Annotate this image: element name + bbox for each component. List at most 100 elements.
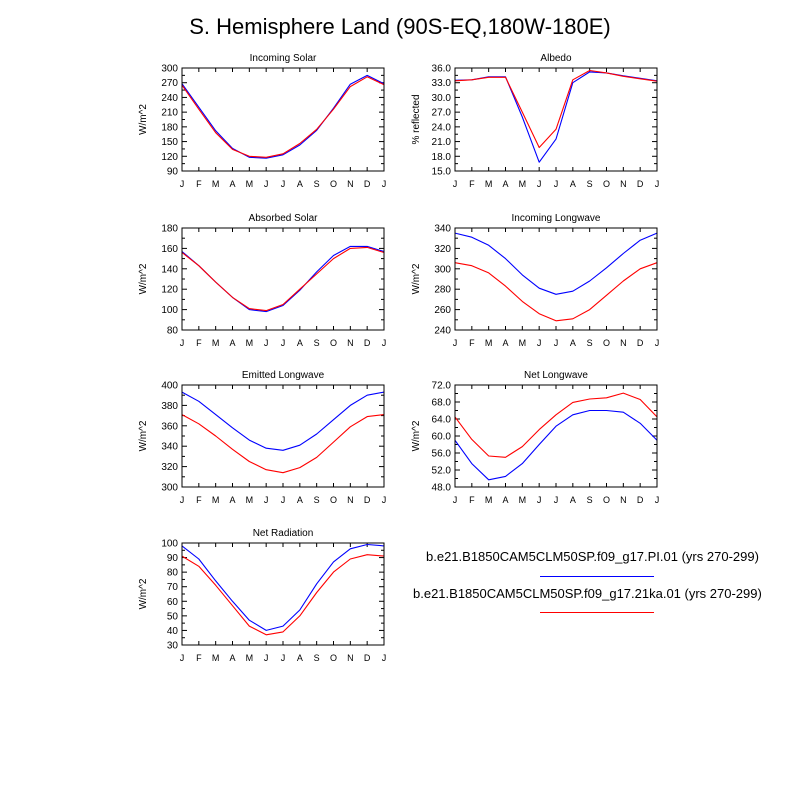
y-tick-label: 50 — [167, 611, 179, 622]
y-tick-label: 260 — [434, 305, 451, 316]
x-tick-label: J — [281, 179, 286, 189]
series-line-21ka — [454, 69, 658, 149]
y-axis-label: W/m^2 — [411, 420, 422, 451]
y-tick-label: 240 — [161, 93, 178, 104]
x-tick-label: A — [570, 338, 576, 348]
y-axis-label: % reflected — [411, 94, 422, 144]
y-axis-label: W/m^2 — [138, 104, 149, 135]
x-tick-label: A — [297, 495, 303, 505]
x-tick-label: M — [246, 653, 254, 663]
series-line-pi — [454, 409, 658, 481]
y-tick-label: 380 — [161, 401, 178, 412]
x-tick-label: M — [246, 179, 254, 189]
y-tick-label: 300 — [161, 483, 178, 494]
x-tick-label: A — [297, 179, 303, 189]
x-tick-label: J — [382, 179, 387, 189]
chart-title: Incoming Longwave — [512, 213, 601, 224]
y-axis-label: W/m^2 — [138, 578, 149, 609]
y-tick-label: 270 — [161, 78, 178, 89]
x-tick-label: D — [364, 495, 371, 505]
y-tick-label: 120 — [161, 285, 178, 296]
x-tick-label: M — [212, 495, 220, 505]
y-tick-label: 120 — [161, 152, 178, 163]
legend-line-pi — [540, 576, 654, 577]
x-tick-label: A — [502, 338, 508, 348]
y-tick-label: 340 — [161, 442, 178, 453]
y-tick-label: 300 — [161, 64, 178, 75]
y-tick-label: 340 — [434, 224, 451, 235]
y-axis-label: W/m^2 — [411, 263, 422, 294]
x-tick-label: M — [212, 179, 220, 189]
chart-title: Emitted Longwave — [242, 370, 325, 381]
x-tick-label: M — [212, 653, 220, 663]
x-tick-label: S — [314, 653, 320, 663]
y-tick-label: 80 — [167, 326, 179, 337]
y-tick-label: 70 — [167, 582, 179, 593]
x-tick-label: D — [637, 179, 644, 189]
x-tick-label: N — [620, 495, 627, 505]
y-tick-label: 48.0 — [432, 483, 452, 494]
x-tick-label: S — [314, 495, 320, 505]
x-tick-label: J — [537, 495, 542, 505]
x-tick-label: D — [637, 338, 644, 348]
x-tick-label: S — [314, 338, 320, 348]
series-line-21ka — [181, 554, 385, 636]
x-tick-label: J — [264, 653, 269, 663]
series-line-pi — [181, 391, 385, 451]
x-tick-label: A — [297, 338, 303, 348]
x-tick-label: J — [537, 338, 542, 348]
x-tick-label: N — [347, 338, 354, 348]
chart-panel-4: Incoming Longwave W/m^2 240 260 280 300 320 340… — [411, 213, 659, 348]
x-tick-label: J — [655, 179, 660, 189]
x-tick-label: J — [537, 179, 542, 189]
x-tick-label: S — [587, 179, 593, 189]
x-tick-label: J — [554, 179, 559, 189]
y-tick-label: 210 — [161, 108, 178, 119]
series-line-pi — [181, 74, 385, 159]
y-tick-label: 30.0 — [432, 93, 452, 104]
chart-title: Absorbed Solar — [249, 213, 319, 224]
series-line-21ka — [181, 76, 385, 158]
x-tick-label: O — [603, 179, 610, 189]
figure-title: S. Hemisphere Land (90S-EQ,180W-180E) — [189, 14, 611, 39]
y-tick-label: 300 — [434, 264, 451, 275]
y-tick-label: 24.0 — [432, 122, 452, 133]
legend-line-21ka — [540, 612, 654, 613]
x-tick-label: J — [453, 338, 458, 348]
x-tick-label: A — [502, 495, 508, 505]
y-tick-label: 52.0 — [432, 466, 452, 477]
x-tick-label: M — [485, 495, 493, 505]
y-tick-label: 280 — [434, 285, 451, 296]
y-tick-label: 60.0 — [432, 432, 452, 443]
x-tick-label: M — [519, 495, 527, 505]
plot-frame — [181, 542, 385, 646]
y-tick-label: 36.0 — [432, 64, 452, 75]
y-tick-label: 400 — [161, 381, 178, 392]
x-tick-label: J — [281, 653, 286, 663]
x-tick-label: J — [554, 495, 559, 505]
legend-label-pi: b.e21.B1850CAM5CLM50SP.f09_g17.PI.01 (yr… — [426, 549, 759, 564]
series-line-pi — [454, 232, 658, 295]
x-tick-label: J — [264, 338, 269, 348]
y-tick-label: 21.0 — [432, 137, 452, 148]
x-tick-label: J — [655, 495, 660, 505]
x-tick-label: M — [485, 179, 493, 189]
plot-frame — [181, 67, 385, 172]
plot-frame — [454, 67, 658, 172]
plot-frame — [454, 227, 658, 331]
x-tick-label: A — [229, 653, 235, 663]
y-tick-label: 40 — [167, 626, 179, 637]
x-tick-label: M — [246, 338, 254, 348]
x-tick-label: A — [229, 495, 235, 505]
y-tick-label: 68.0 — [432, 398, 452, 409]
x-tick-label: A — [297, 653, 303, 663]
x-tick-label: N — [347, 653, 354, 663]
x-tick-label: J — [655, 338, 660, 348]
x-tick-label: D — [364, 653, 371, 663]
chart-title: Albedo — [540, 53, 572, 64]
y-tick-label: 18.0 — [432, 152, 452, 163]
y-tick-label: 150 — [161, 137, 178, 148]
x-tick-label: J — [382, 495, 387, 505]
